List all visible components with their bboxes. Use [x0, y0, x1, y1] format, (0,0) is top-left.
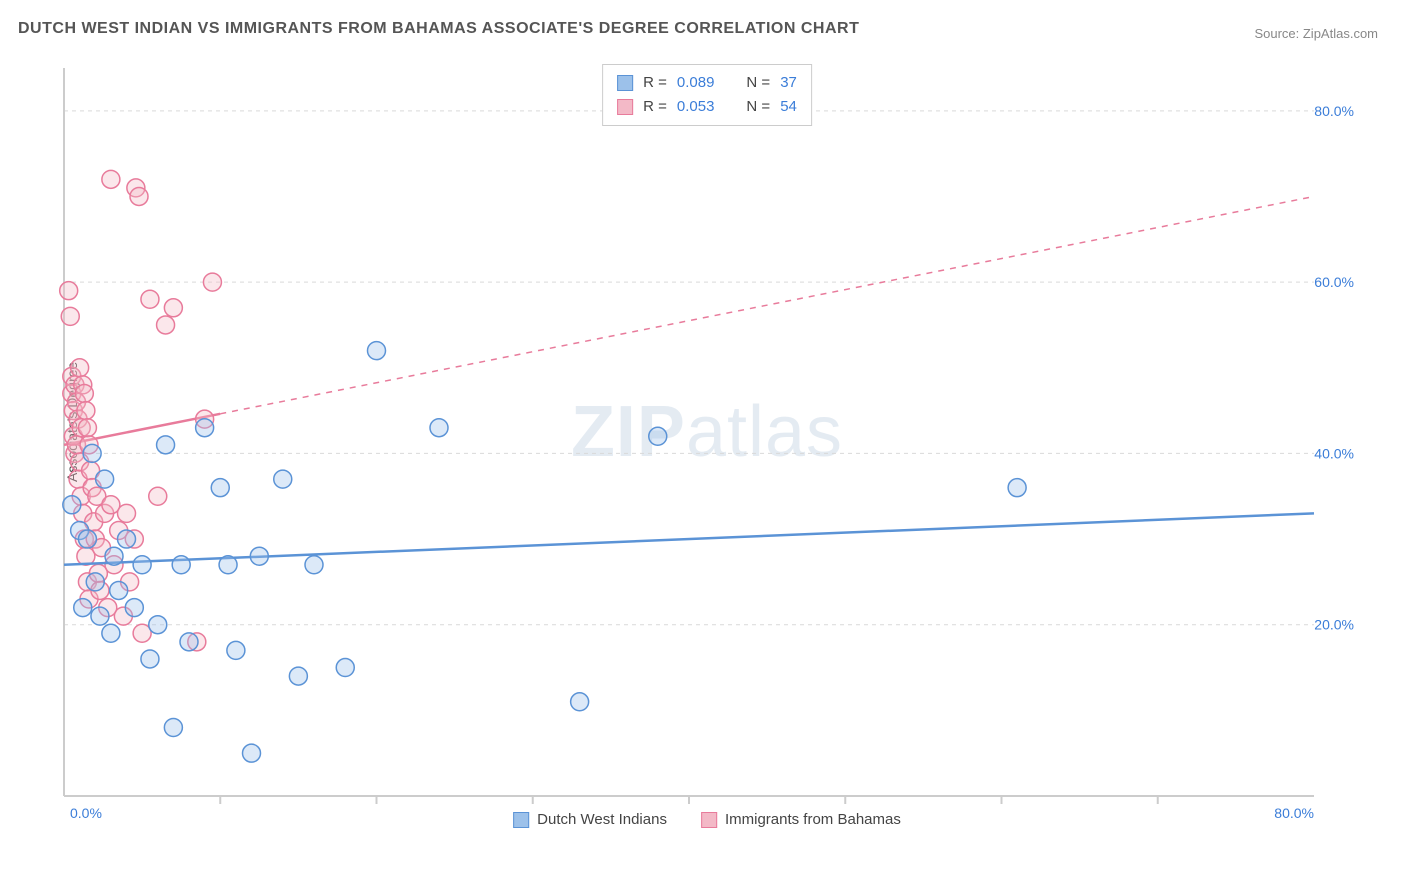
n-value: 37 — [780, 71, 797, 95]
chart-title: DUTCH WEST INDIAN VS IMMIGRANTS FROM BAH… — [18, 20, 859, 38]
legend-item: Dutch West Indians — [513, 811, 667, 828]
svg-text:20.0%: 20.0% — [1314, 617, 1354, 633]
n-value: 54 — [780, 95, 797, 119]
legend-swatch — [701, 812, 717, 828]
legend-swatch — [513, 812, 529, 828]
n-label: N = — [746, 95, 770, 119]
legend-label: Immigrants from Bahamas — [725, 811, 901, 828]
r-label: R = — [643, 71, 667, 95]
svg-text:0.0%: 0.0% — [70, 805, 102, 821]
stats-row: R = 0.053 N = 54 — [617, 95, 797, 119]
legend-label: Dutch West Indians — [537, 811, 667, 828]
stats-row: R = 0.089 N = 37 — [617, 71, 797, 95]
r-value: 0.053 — [677, 95, 715, 119]
series-legend: Dutch West Indians Immigrants from Bahama… — [513, 811, 901, 828]
svg-text:40.0%: 40.0% — [1314, 445, 1354, 461]
r-value: 0.089 — [677, 71, 715, 95]
source-text: Source: ZipAtlas.com — [1254, 26, 1378, 41]
svg-text:60.0%: 60.0% — [1314, 274, 1354, 290]
scatter-plot: 20.0% 40.0% 60.0% 80.0% 0.0% 80.0% — [52, 62, 1362, 832]
svg-text:80.0%: 80.0% — [1274, 805, 1314, 821]
r-label: R = — [643, 95, 667, 119]
legend-swatch — [617, 75, 633, 91]
legend-item: Immigrants from Bahamas — [701, 811, 901, 828]
chart-area: Associate's Degree ZIPatlas 20.0%40.0%60… — [52, 62, 1362, 832]
stats-legend: R = 0.089 N = 37 R = 0.053 N = 54 — [602, 64, 812, 126]
n-label: N = — [746, 71, 770, 95]
legend-swatch — [617, 99, 633, 115]
svg-text:80.0%: 80.0% — [1314, 103, 1354, 119]
